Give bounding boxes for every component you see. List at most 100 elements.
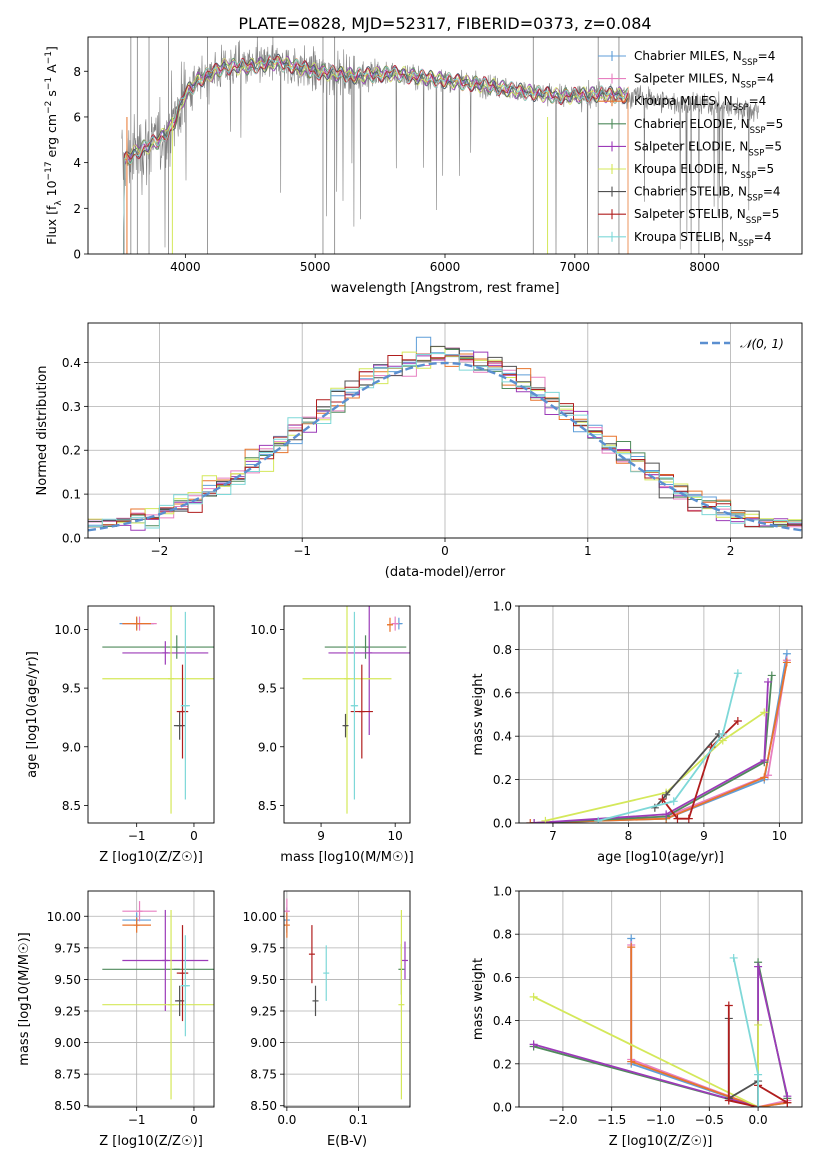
y-axis-label: mass weight [471, 673, 486, 755]
x-tick-label: 1 [584, 544, 592, 558]
data-point [627, 1057, 636, 1066]
data-point-kroupa-stelib [323, 945, 330, 1001]
data-point-salpeter-miles [391, 616, 399, 631]
data-point-kroupa-elodie [102, 606, 214, 814]
data-point [733, 669, 742, 678]
clip-mass-weight-vs-age-content [526, 649, 791, 823]
x-axis-label: E(B-V) [327, 1134, 367, 1149]
x-tick-label: 2 [727, 544, 735, 558]
y-tick-label: 8.50 [250, 1099, 277, 1113]
y-tick-label: 0.2 [62, 444, 81, 458]
y-tick-label: 10.00 [47, 910, 81, 924]
legend-entry: Salpeter STELIB, NSSP=5 [634, 207, 779, 226]
legend-entry: Chabrier MILES, NSSP=4 [634, 49, 775, 68]
series-line [727, 1005, 788, 1107]
mass-weight-vs-metallicity-frame [518, 890, 803, 1108]
series-line [530, 653, 788, 823]
y-tick-label: 9.75 [250, 941, 277, 955]
series-kroupa-stelib [729, 953, 763, 1107]
y-tick-label: 8 [73, 65, 81, 79]
legend-entry: 𝒩(0, 1) [740, 337, 784, 351]
y-tick-label: 0.0 [493, 817, 512, 831]
x-tick-label: 4000 [170, 260, 201, 274]
age-vs-metallicity-frame [87, 605, 215, 824]
x-tick-label: 6000 [430, 260, 461, 274]
x-axis-label: wavelength [Angstrom, rest frame] [331, 281, 560, 296]
spectrum-frame [87, 36, 803, 255]
age-vs-mass-frame [283, 605, 411, 824]
mass-weight-vs-age-frame [518, 605, 803, 824]
data-point-salpeter-elodie [122, 909, 209, 1011]
mass-vs-metallicity-frame [87, 890, 215, 1108]
series-salpeter-elodie [530, 677, 773, 823]
y-tick-label: 0.4 [62, 356, 81, 370]
x-tick-label: −1 [128, 1113, 146, 1127]
age-vs-metallicity-panel: −1 0 8.5 9.0 9.5 10.0 Z [log10(Z/Z☉)] age [log1… [25, 605, 215, 865]
x-tick-label: 0.1 [349, 1113, 368, 1127]
series-salpeter-stelib [658, 717, 742, 823]
data-point [530, 819, 539, 823]
x-axis-label: age [log10(age/yr)] [597, 850, 724, 865]
y-tick-label: 0.3 [62, 400, 81, 414]
y-tick-label: 8.5 [62, 799, 81, 813]
legend-entry: Salpeter MILES, NSSP=4 [634, 72, 774, 91]
data-point-salpeter-stelib [308, 925, 315, 984]
x-axis-label: Z [log10(Z/Z☉)] [99, 1134, 203, 1149]
data-point-chabrier-elodie [102, 635, 214, 659]
y-tick-label: 4 [73, 156, 81, 170]
x-tick-label: −1.0 [646, 1113, 675, 1127]
data-point [754, 962, 763, 971]
x-axis-label: Z [log10(Z/Z☉)] [99, 850, 203, 865]
histogram-kroupa-stelib [88, 353, 802, 529]
y-tick-label: 0.1 [62, 488, 81, 502]
data-point [764, 677, 773, 686]
y-tick-label: 8.50 [54, 1099, 81, 1113]
x-tick-label: −0.5 [695, 1113, 724, 1127]
y-tick-label: 10.0 [250, 623, 277, 637]
x-tick-label: 0.0 [749, 1113, 768, 1127]
series-kroupa-elodie [529, 992, 763, 1107]
y-tick-label: 9.25 [54, 1005, 81, 1019]
y-tick-label: 9.5 [62, 682, 81, 696]
data-point [718, 730, 727, 739]
legend-entry: Chabrier STELIB, NSSP=4 [634, 185, 781, 204]
data-point [754, 1070, 763, 1079]
x-tick-label: 8000 [689, 260, 720, 274]
mass-vs-extinction-frame [283, 890, 411, 1108]
data-point [541, 816, 550, 823]
y-tick-label: 0.0 [493, 1101, 512, 1115]
legend-entry: Kroupa MILES, NSSP=4 [634, 94, 766, 113]
series-line [534, 681, 769, 823]
data-point [526, 819, 535, 823]
data-point [760, 756, 769, 765]
y-tick-label: 1.0 [493, 885, 512, 899]
series-kroupa-miles [526, 658, 791, 823]
model-spectrum-salpeter-stelib [121, 55, 629, 254]
x-tick-label: 8 [625, 829, 633, 843]
y-tick-label: 0.6 [493, 686, 512, 700]
series-line [654, 733, 720, 809]
data-point-chabrier-stelib [312, 985, 319, 1017]
data-point-salpeter-elodie [122, 641, 209, 665]
clip-mass-weight-vs-metallicity-content [529, 934, 792, 1107]
x-tick-label: −2 [151, 544, 169, 558]
series-line [597, 673, 739, 822]
residuals-frame [87, 322, 803, 539]
clip-age-vs-mass-content [302, 606, 410, 814]
y-tick-label: 0.6 [493, 971, 512, 985]
data-point [754, 1103, 763, 1107]
y-tick-label: 9.50 [54, 973, 81, 987]
data-point [684, 814, 693, 823]
legend-entry: Kroupa ELODIE, NSSP=5 [634, 162, 774, 181]
data-point-chabrier-stelib [173, 711, 186, 740]
data-point [729, 953, 738, 962]
y-tick-label: 9.75 [54, 941, 81, 955]
x-tick-label: −2.0 [548, 1113, 577, 1127]
data-point-salpeter-stelib [176, 925, 189, 1022]
data-point [760, 773, 769, 782]
y-tick-label: 8.5 [258, 799, 277, 813]
y-tick-label: 0.2 [493, 773, 512, 787]
data-point-kroupa-miles [122, 616, 151, 631]
y-tick-label: 0.4 [493, 730, 512, 744]
figure-title: PLATE=0828, MJD=52317, FIBERID=0373, z=0… [238, 14, 651, 33]
